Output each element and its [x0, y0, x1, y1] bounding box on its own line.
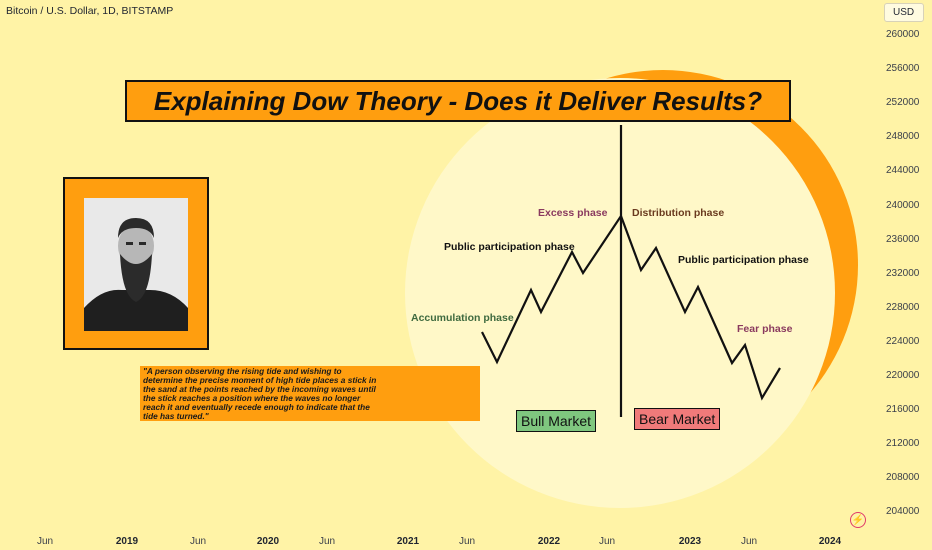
- price-tick: 240000: [886, 199, 920, 211]
- time-tick: 2024: [818, 536, 842, 547]
- time-tick: 2020: [256, 536, 280, 547]
- price-tick: 228000: [886, 301, 920, 313]
- accumulation-phase-label: Accumulation phase: [411, 312, 514, 324]
- time-tick: 2021: [396, 536, 420, 547]
- time-tick: Jun: [598, 536, 616, 547]
- page-title: Explaining Dow Theory - Does it Deliver …: [153, 85, 763, 116]
- price-tick: 248000: [886, 131, 920, 143]
- lightning-icon[interactable]: ⚡: [850, 512, 866, 528]
- currency-selector[interactable]: USD: [884, 3, 924, 22]
- symbol-label[interactable]: Bitcoin / U.S. Dollar, 1D, BITSTAMP: [6, 5, 174, 17]
- time-tick: Jun: [36, 536, 54, 547]
- time-tick: 2022: [537, 536, 561, 547]
- price-tick: 220000: [886, 370, 920, 381]
- price-tick: 212000: [886, 438, 920, 450]
- bear-market-label: Bear Market: [634, 408, 721, 430]
- price-tick: 204000: [886, 506, 920, 518]
- public-participation-up-label: Public participation phase: [444, 241, 575, 253]
- price-tick: 260000: [886, 29, 920, 40]
- time-tick: Jun: [189, 536, 207, 547]
- time-tick: Jun: [458, 536, 476, 547]
- quote-strip: [140, 366, 480, 421]
- fear-phase-label: Fear phase: [737, 323, 793, 335]
- price-tick: 244000: [886, 165, 920, 177]
- distribution-phase-label: Distribution phase: [632, 207, 725, 219]
- price-tick: 236000: [886, 233, 920, 245]
- price-tick: 224000: [886, 335, 920, 347]
- portrait-frame: [63, 177, 209, 350]
- bull-market-label: Bull Market: [516, 410, 597, 432]
- title-banner: Explaining Dow Theory - Does it Deliver …: [125, 80, 791, 122]
- price-axis[interactable]: 260000 256000 252000 248000 244000 240000 2360…: [864, 0, 932, 550]
- dow-quote: "A person observing the rising tide and …: [143, 366, 377, 421]
- price-tick: 256000: [886, 63, 920, 75]
- time-tick: Jun: [740, 536, 758, 547]
- time-tick: Jun: [318, 536, 336, 547]
- portrait-drawing: [84, 198, 188, 331]
- price-tick: 232000: [886, 267, 920, 279]
- excess-phase-label: Excess phase: [538, 207, 608, 219]
- time-axis[interactable]: Jun 2019 Jun 2020 Jun 2021 Jun 2022 Jun 2023 Jun 20…: [0, 530, 864, 550]
- price-tick: 252000: [886, 97, 920, 109]
- charles-dow-portrait: [84, 198, 188, 331]
- dow-wave-line: [481, 213, 781, 401]
- price-tick: 216000: [886, 404, 920, 416]
- public-participation-down-label: Public participation phase: [678, 254, 809, 266]
- price-tick: 208000: [886, 472, 920, 484]
- time-tick: 2019: [115, 536, 139, 547]
- time-tick: 2023: [678, 536, 702, 547]
